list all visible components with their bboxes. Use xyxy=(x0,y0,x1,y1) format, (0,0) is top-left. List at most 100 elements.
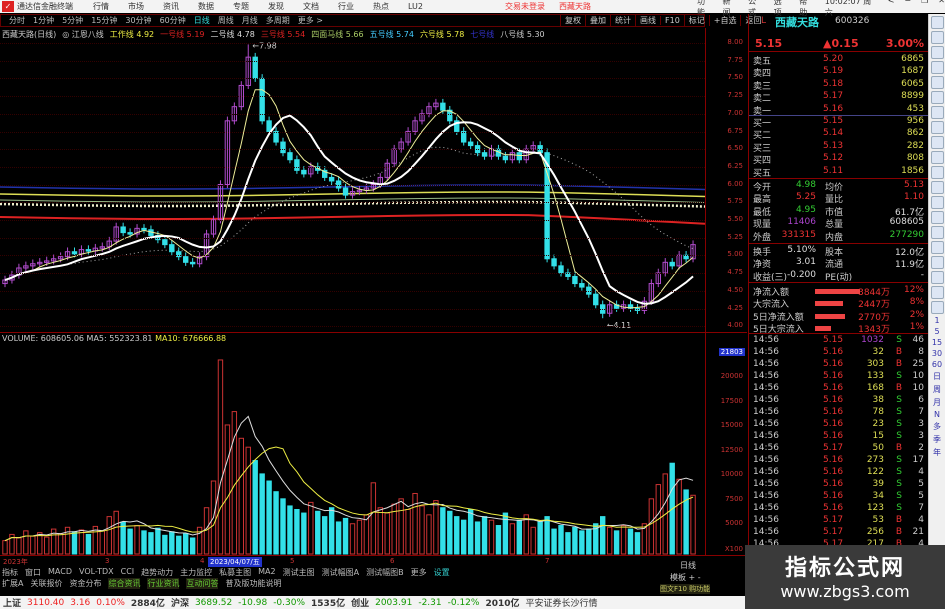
toolbar-icon[interactable] xyxy=(930,226,944,239)
period-tab[interactable]: 1分钟 xyxy=(33,16,55,25)
indicator-tab[interactable]: VOL-TDX xyxy=(78,567,114,576)
period-shortcut[interactable]: N xyxy=(934,410,940,419)
info-tab[interactable]: 资金分布 xyxy=(69,579,102,588)
info-tab[interactable]: 行业资讯 xyxy=(147,578,180,589)
close-button[interactable]: ✕ xyxy=(938,0,945,5)
indicator-tab[interactable]: MA2 xyxy=(258,567,276,576)
period-tab[interactable]: 60分钟 xyxy=(159,16,186,25)
toolbar-icon[interactable] xyxy=(930,136,944,149)
toolbar-icon[interactable] xyxy=(930,16,944,29)
toolbar-icon[interactable] xyxy=(930,256,944,269)
stock-name[interactable]: 西藏天路 xyxy=(775,16,819,29)
period-tab[interactable]: 分时 xyxy=(9,16,25,25)
indicator-tab[interactable]: 窗口 xyxy=(25,568,41,577)
menu-item[interactable]: 专题 xyxy=(233,2,249,11)
tool-button[interactable]: 画线 xyxy=(635,15,660,26)
period-tab[interactable]: 日线 xyxy=(193,16,210,25)
trade-login-status[interactable]: 交易未登录 xyxy=(505,2,545,11)
period-shortcut[interactable]: 年 xyxy=(933,448,941,457)
title-right-item[interactable]: 选项 xyxy=(773,0,782,17)
menu-item[interactable]: 资讯 xyxy=(163,2,179,11)
toolbar-icon[interactable] xyxy=(930,181,944,194)
info-tab[interactable]: 普及版功能说明 xyxy=(225,579,282,588)
indicator-tab[interactable]: CCI xyxy=(120,567,135,576)
period-shortcut[interactable]: 季 xyxy=(933,435,941,444)
menu-item[interactable]: 数据 xyxy=(198,2,214,11)
menu-item[interactable]: 行情 xyxy=(93,2,109,11)
tool-button[interactable]: 统计 xyxy=(610,15,635,26)
toolbar-icon[interactable] xyxy=(930,31,944,44)
minimize-button[interactable]: − xyxy=(904,0,912,5)
period-shortcut[interactable]: 30 xyxy=(931,349,943,358)
status-broker[interactable]: 平安证券长沙行情 xyxy=(525,599,598,609)
toolbar-icon[interactable] xyxy=(930,61,944,74)
menu-item[interactable]: 热点 xyxy=(373,2,389,11)
indicator-tab[interactable]: MACD xyxy=(48,567,72,576)
indicator-tab[interactable]: 更多 xyxy=(410,568,427,577)
toolbar-icon[interactable] xyxy=(930,106,944,119)
title-right-item[interactable]: 公式 xyxy=(748,0,757,17)
title-right-item[interactable]: 帮助 xyxy=(799,0,808,17)
info-tab[interactable]: 综合资讯 xyxy=(108,578,141,589)
toolbar-icon[interactable] xyxy=(930,121,944,134)
tool-button[interactable]: F10 xyxy=(660,16,684,25)
toolbar-icon[interactable] xyxy=(930,196,944,209)
period-shortcut[interactable]: 5 xyxy=(934,327,940,336)
title-right-item[interactable]: 新闻 xyxy=(722,0,731,17)
toolbar-icon[interactable] xyxy=(930,76,944,89)
tool-button[interactable]: 复权 xyxy=(560,15,585,26)
tool-button[interactable]: +自选 xyxy=(708,15,741,26)
price-chart[interactable]: ←7.98 ←4.11 xyxy=(0,41,706,332)
period-shortcut[interactable]: 15 xyxy=(931,338,943,347)
zoom-out-button[interactable]: - xyxy=(697,573,701,582)
indicator-tab[interactable]: 趋势动力 xyxy=(141,568,174,577)
tool-button[interactable]: 返回 xyxy=(740,15,765,26)
period-shortcut[interactable]: 60 xyxy=(931,360,943,369)
zoom-in-button[interactable]: + xyxy=(688,573,696,582)
indicator-tab[interactable]: 主力监控 xyxy=(180,568,213,577)
period-tab[interactable]: 多周期 xyxy=(265,16,290,25)
toolbar-icon[interactable] xyxy=(930,151,944,164)
info-tab[interactable]: 扩展A xyxy=(2,579,24,588)
indicator-tab[interactable]: 测试幅图A xyxy=(321,568,360,577)
toolbar-icon[interactable] xyxy=(930,241,944,254)
tool-button[interactable]: 标记 xyxy=(683,15,709,26)
indicator-tab[interactable]: 指标 xyxy=(2,568,18,577)
period-shortcut[interactable]: 周 xyxy=(933,385,941,394)
toolbar-icon[interactable] xyxy=(930,166,944,179)
period-shortcut[interactable]: 1 xyxy=(934,316,940,325)
period-tab[interactable]: 周线 xyxy=(217,16,234,25)
toolbar-icon[interactable] xyxy=(930,91,944,104)
period-shortcut[interactable]: 日 xyxy=(933,372,941,381)
period-tab[interactable]: 5分钟 xyxy=(62,16,84,25)
indicator-tab[interactable]: 设置 xyxy=(433,568,450,577)
period-tab[interactable]: 更多 > xyxy=(297,16,323,25)
back-icon[interactable]: < xyxy=(887,0,895,5)
menu-item[interactable]: 市场 xyxy=(128,2,144,11)
indicator-tab[interactable]: 测试幅图B xyxy=(366,568,404,577)
period-tab[interactable]: 15分钟 xyxy=(91,16,118,25)
toolbar-icon[interactable] xyxy=(930,286,944,299)
menu-item[interactable]: 发现 xyxy=(268,2,284,11)
toolbar-icon[interactable] xyxy=(930,301,944,314)
period-tab[interactable]: 月线 xyxy=(241,16,258,25)
menu-item[interactable]: 文档 xyxy=(303,2,319,11)
indicator-tab[interactable]: 测试主图 xyxy=(282,568,315,577)
indicator-tab[interactable]: 私募主图 xyxy=(219,568,252,577)
template-label[interactable]: 模板 xyxy=(670,573,686,582)
info-tab[interactable]: 关联报价 xyxy=(30,579,63,588)
toolbar-icon[interactable] xyxy=(930,46,944,59)
f10-button[interactable]: 图文F10 购功能 xyxy=(660,584,711,594)
title-right-item[interactable]: 功能 xyxy=(697,0,705,17)
restore-button[interactable]: ❐ xyxy=(921,0,929,5)
tool-button[interactable]: 叠加 xyxy=(585,15,610,26)
menu-item[interactable]: LU2 xyxy=(408,2,424,11)
toolbar-icon[interactable] xyxy=(930,271,944,284)
stock-title[interactable]: 西藏天路 xyxy=(559,2,591,11)
toolbar-icon[interactable] xyxy=(930,211,944,224)
info-tab[interactable]: 互动问答 xyxy=(186,578,219,589)
menu-item[interactable]: 行业 xyxy=(338,2,354,11)
period-shortcut[interactable]: 月 xyxy=(933,398,941,407)
volume-chart[interactable] xyxy=(0,332,705,555)
period-tab[interactable]: 30分钟 xyxy=(125,16,152,25)
